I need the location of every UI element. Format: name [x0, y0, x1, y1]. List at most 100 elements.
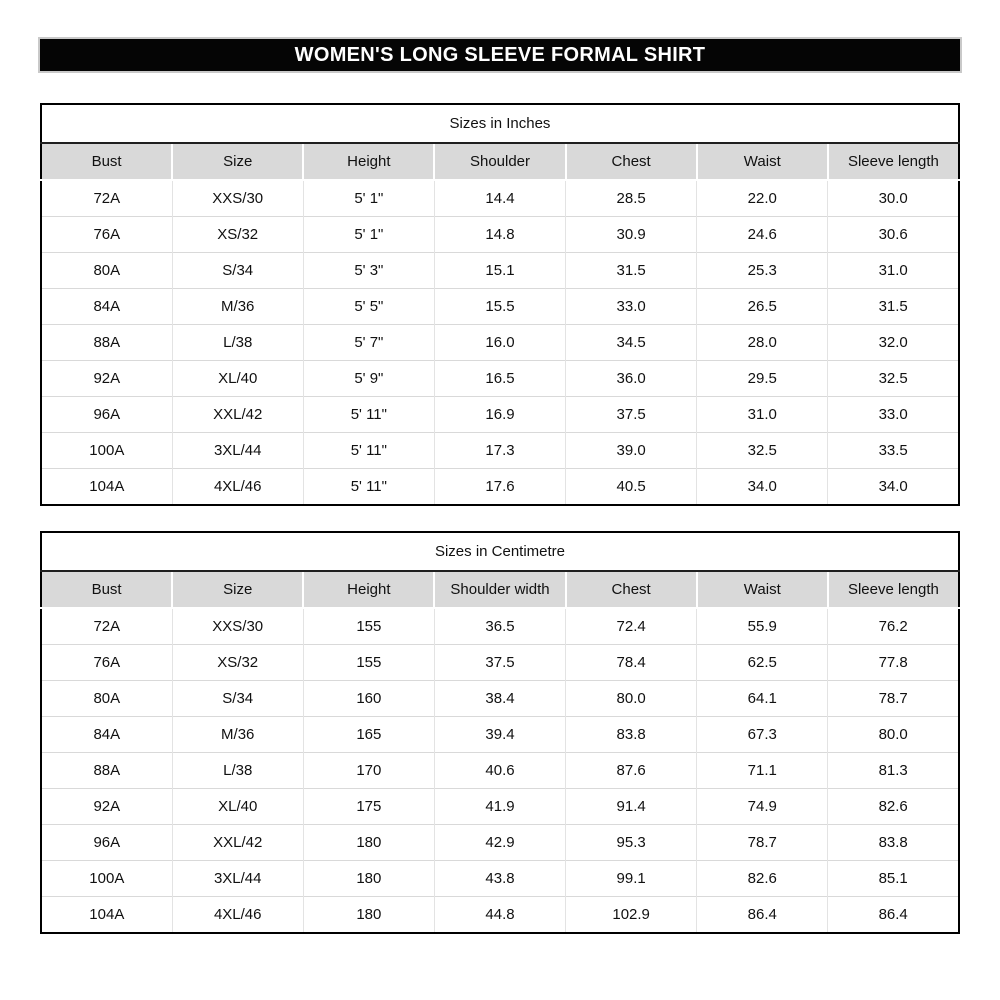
table-cell: 5' 11" [302, 432, 435, 469]
table-cell: 30.0 [827, 179, 959, 217]
table-cell: 80A [41, 252, 173, 289]
table-cell: 84A [41, 288, 173, 325]
table-cell: 30.9 [565, 216, 697, 253]
table-cell: 34.0 [696, 468, 828, 505]
table-cell: 84A [41, 716, 173, 753]
table-row: 100A 3XL/44 5' 11" 17.3 39.0 32.5 33.5 [41, 432, 959, 469]
table-title-row: Sizes in Centimetre [41, 532, 959, 572]
table-cell: 41.9 [433, 788, 566, 825]
table-cell: 28.5 [565, 179, 697, 217]
table-cell: 88A [41, 324, 173, 361]
table-cell: 31.5 [827, 288, 959, 325]
table-row: 96A XXL/42 5' 11" 16.9 37.5 31.0 33.0 [41, 396, 959, 433]
column-header: Waist [695, 143, 828, 181]
table-cell: 36.0 [565, 360, 697, 397]
table-cell: 96A [41, 396, 173, 433]
column-header: Height [302, 571, 435, 609]
table-cell: 96A [41, 824, 173, 861]
table-cell: 33.0 [565, 288, 697, 325]
table-cell: 165 [302, 716, 435, 753]
table-cell: 31.5 [565, 252, 697, 289]
table-cell: 95.3 [565, 824, 697, 861]
table-cell: 16.9 [433, 396, 566, 433]
table-cell: 31.0 [827, 252, 959, 289]
table-cell: L/38 [171, 752, 304, 789]
table-cell: 83.8 [827, 824, 959, 861]
column-header: Height [302, 143, 435, 181]
table-cell: M/36 [171, 288, 304, 325]
column-header: Chest [564, 571, 697, 609]
table-cell: 5' 9" [302, 360, 435, 397]
table-cell: 16.5 [433, 360, 566, 397]
table-cell: 22.0 [696, 179, 828, 217]
table-title-row: Sizes in Inches [41, 104, 959, 144]
table-cell: 76A [41, 644, 173, 681]
table-row: 88A L/38 170 40.6 87.6 71.1 81.3 [41, 752, 959, 789]
table-cell: 28.0 [696, 324, 828, 361]
column-header: Sleeve length [826, 571, 959, 609]
table-row: 84A M/36 165 39.4 83.8 67.3 80.0 [41, 716, 959, 753]
column-header: Bust [41, 571, 173, 609]
table-cell: 88A [41, 752, 173, 789]
table-cell: 32.5 [696, 432, 828, 469]
table-row: 72A XXS/30 155 36.5 72.4 55.9 76.2 [41, 607, 959, 645]
column-header: Size [171, 571, 304, 609]
table-cell: XXL/42 [171, 396, 304, 433]
table-cell: 76.2 [827, 607, 959, 645]
column-header: Chest [564, 143, 697, 181]
table-cell: 4XL/46 [171, 896, 304, 933]
column-header: Shoulder [433, 143, 566, 181]
table-cell: 72A [41, 607, 173, 645]
table-cell: 155 [302, 644, 435, 681]
table-cell: XL/40 [171, 788, 304, 825]
column-header: Waist [695, 571, 828, 609]
table-cell: 3XL/44 [171, 860, 304, 897]
table-row: 72A XXS/30 5' 1" 14.4 28.5 22.0 30.0 [41, 179, 959, 217]
column-header: Bust [41, 143, 173, 181]
table-cell: 72.4 [565, 607, 697, 645]
table-cell: 42.9 [433, 824, 566, 861]
table-cell: XXL/42 [171, 824, 304, 861]
table-cell: 55.9 [696, 607, 828, 645]
column-header: Sleeve length [826, 143, 959, 181]
table-cell: 39.0 [565, 432, 697, 469]
table-cell: 4XL/46 [171, 468, 304, 505]
table-cell: 104A [41, 468, 173, 505]
table-cell: 26.5 [696, 288, 828, 325]
product-title: WOMEN'S LONG SLEEVE FORMAL SHIRT [294, 43, 706, 66]
table-cell: 180 [302, 824, 435, 861]
table-row: 104A 4XL/46 5' 11" 17.6 40.5 34.0 34.0 [41, 468, 959, 505]
table-cell: 83.8 [565, 716, 697, 753]
table-cell: 62.5 [696, 644, 828, 681]
table-cell: 5' 1" [302, 179, 435, 217]
table-cell: 33.0 [827, 396, 959, 433]
table-cell: 80.0 [827, 716, 959, 753]
table-cell: XS/32 [171, 216, 304, 253]
table-row: 88A L/38 5' 7" 16.0 34.5 28.0 32.0 [41, 324, 959, 361]
table-cell: 5' 1" [302, 216, 435, 253]
table-cell: 38.4 [433, 680, 566, 717]
table-cell: 155 [302, 607, 435, 645]
table-header-row: Bust Size Height Shoulder width Chest Waist Sl… [41, 571, 959, 609]
table-cell: 5' 7" [302, 324, 435, 361]
table-cell: 40.5 [565, 468, 697, 505]
table-cell: 86.4 [827, 896, 959, 933]
table-row: 92A XL/40 175 41.9 91.4 74.9 82.6 [41, 788, 959, 825]
table-cell: 160 [302, 680, 435, 717]
table-cell: 37.5 [565, 396, 697, 433]
size-table-centimetre: Sizes in Centimetre Bust Size Height Shoulde… [40, 531, 960, 934]
table-title: Sizes in Inches [41, 104, 959, 144]
table-cell: 99.1 [565, 860, 697, 897]
table-row: 80A S/34 160 38.4 80.0 64.1 78.7 [41, 680, 959, 717]
table-cell: S/34 [171, 252, 304, 289]
table-cell: 87.6 [565, 752, 697, 789]
table-cell: 43.8 [433, 860, 566, 897]
table-cell: 39.4 [433, 716, 566, 753]
table-cell: XL/40 [171, 360, 304, 397]
table-cell: 32.5 [827, 360, 959, 397]
table-cell: 92A [41, 788, 173, 825]
table-cell: 175 [302, 788, 435, 825]
table-cell: 16.0 [433, 324, 566, 361]
table-cell: 82.6 [827, 788, 959, 825]
table-cell: 15.1 [433, 252, 566, 289]
